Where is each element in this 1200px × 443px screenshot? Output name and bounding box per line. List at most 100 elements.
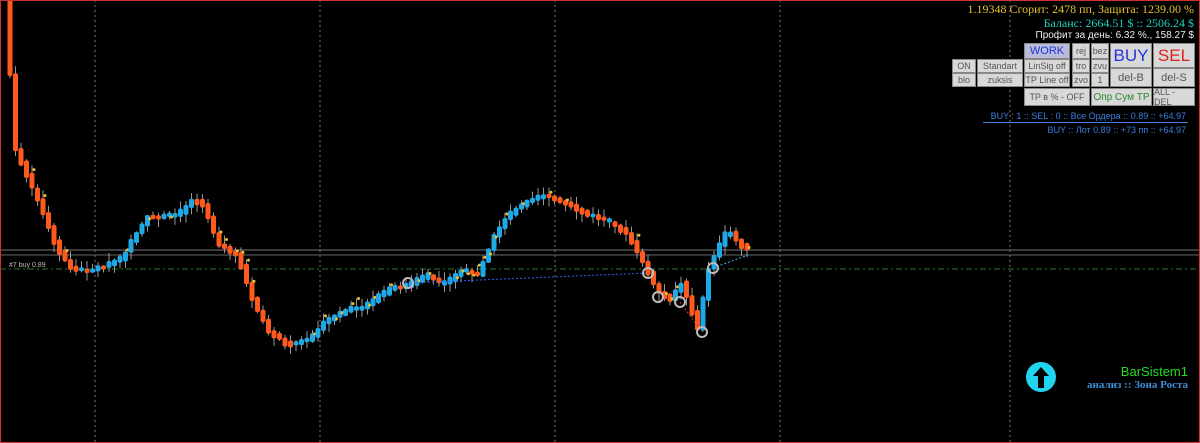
candle-body [530, 197, 535, 204]
candle-body [508, 210, 513, 221]
candle-body [260, 309, 266, 322]
candle-body [139, 223, 145, 235]
candle-body [90, 268, 95, 273]
del-buy-button[interactable]: del-B [1110, 68, 1152, 87]
signal-dot [467, 272, 470, 276]
candle-body [524, 199, 530, 208]
signal-dot [670, 297, 674, 301]
order-link-line [407, 272, 649, 284]
candle-body [546, 193, 552, 199]
signal-dot [428, 271, 432, 275]
candle-body [414, 276, 420, 286]
order-marker [707, 262, 719, 274]
balance-status: Баланс: 2664.51 $ :: 2506.24 $ [1043, 16, 1194, 30]
candle-body [700, 296, 706, 331]
candle-body [211, 215, 216, 234]
rej-button[interactable]: rej [1072, 43, 1090, 59]
zuksis-button[interactable]: zuksis [977, 73, 1023, 87]
tp-line-button[interactable]: TP Line off [1024, 73, 1070, 87]
on-button[interactable]: ON [952, 59, 976, 73]
candle-body [497, 226, 502, 238]
signal-dot [357, 297, 360, 301]
candle-body [453, 272, 458, 283]
candle-body [695, 309, 700, 331]
candle-body [326, 316, 332, 325]
signal-dot [368, 303, 371, 307]
candle-body [134, 231, 139, 244]
candle-body [255, 296, 260, 313]
order-marker [402, 277, 414, 289]
candle-body [629, 232, 634, 245]
tro-button[interactable]: tro [1072, 59, 1090, 73]
lot-multiplier-button[interactable]: 1 [1091, 73, 1109, 87]
sell-button[interactable]: SEL [1153, 43, 1195, 68]
candle-body [381, 289, 387, 298]
signal-dot [252, 279, 256, 283]
candle-body [282, 337, 288, 347]
signal-dot [65, 248, 69, 252]
zvo-button[interactable]: zvo [1072, 73, 1090, 87]
candle-body [634, 239, 640, 254]
candle-body [739, 238, 744, 250]
standart-button[interactable]: Standart [977, 59, 1023, 73]
blo-button[interactable]: blo [952, 73, 976, 87]
signal-dot [417, 279, 421, 283]
candle-body [29, 172, 35, 189]
candle-body [156, 215, 161, 220]
signal-dot [241, 250, 245, 254]
signal-dot [461, 269, 465, 273]
signal-dot [472, 273, 476, 277]
brand-name: BarSistem1 [1120, 364, 1188, 379]
candle-body [596, 214, 601, 221]
candle-body [189, 198, 194, 208]
candle-body [541, 194, 546, 200]
candle-body [601, 216, 607, 221]
work-button[interactable]: WORK [1024, 43, 1070, 59]
candle-body [552, 195, 557, 202]
candle-body [205, 203, 211, 220]
candle-body [535, 194, 541, 201]
bez-button[interactable]: bez [1091, 43, 1109, 59]
zvu-button[interactable]: zvu [1091, 59, 1109, 73]
all-delete-button[interactable]: ALL - DEL [1153, 87, 1195, 107]
candle-body [612, 221, 618, 228]
signal-dot [219, 230, 223, 234]
del-sell-button[interactable]: del-S [1153, 68, 1195, 87]
order-marker [674, 296, 686, 308]
candle-body [359, 305, 365, 311]
signal-dot [522, 202, 525, 206]
calc-sum-tp-button[interactable]: Опр Сум TP [1091, 88, 1152, 106]
signal-dot [32, 168, 36, 172]
signal-dot [373, 295, 377, 299]
tp-percent-button[interactable]: TP в % - OFF [1024, 88, 1090, 106]
order-marker [696, 326, 708, 338]
candle-body [244, 263, 249, 285]
candle-body [464, 268, 469, 273]
arrow-up-circle-icon [1026, 362, 1056, 392]
candle-body [150, 214, 156, 220]
brand-subtitle: анализ :: Зона Роста [1087, 379, 1188, 391]
candle-body [744, 242, 750, 251]
candle-body [222, 243, 227, 250]
candle-body [51, 224, 57, 246]
candle-body [293, 341, 299, 346]
buy-button[interactable]: BUY [1110, 43, 1152, 68]
candle-body [315, 328, 321, 338]
candle-body [216, 232, 222, 247]
candle-body [24, 160, 29, 178]
candle-body [35, 187, 40, 202]
candle-body [266, 318, 271, 334]
candle-body [200, 198, 205, 208]
signal-dot [566, 198, 569, 202]
candle-body [365, 301, 370, 310]
signal-dot [225, 238, 228, 242]
candle-body [590, 213, 596, 218]
linsig-button[interactable]: LinSig off [1024, 59, 1070, 73]
candle-body [84, 268, 90, 274]
candle-body [183, 204, 189, 215]
price-status: 1.19348 Сгорит: 2478 пп, Защита: 1239.00… [967, 2, 1194, 16]
signal-dot [126, 248, 129, 252]
candle-body [321, 320, 326, 332]
candle-body [563, 200, 568, 206]
